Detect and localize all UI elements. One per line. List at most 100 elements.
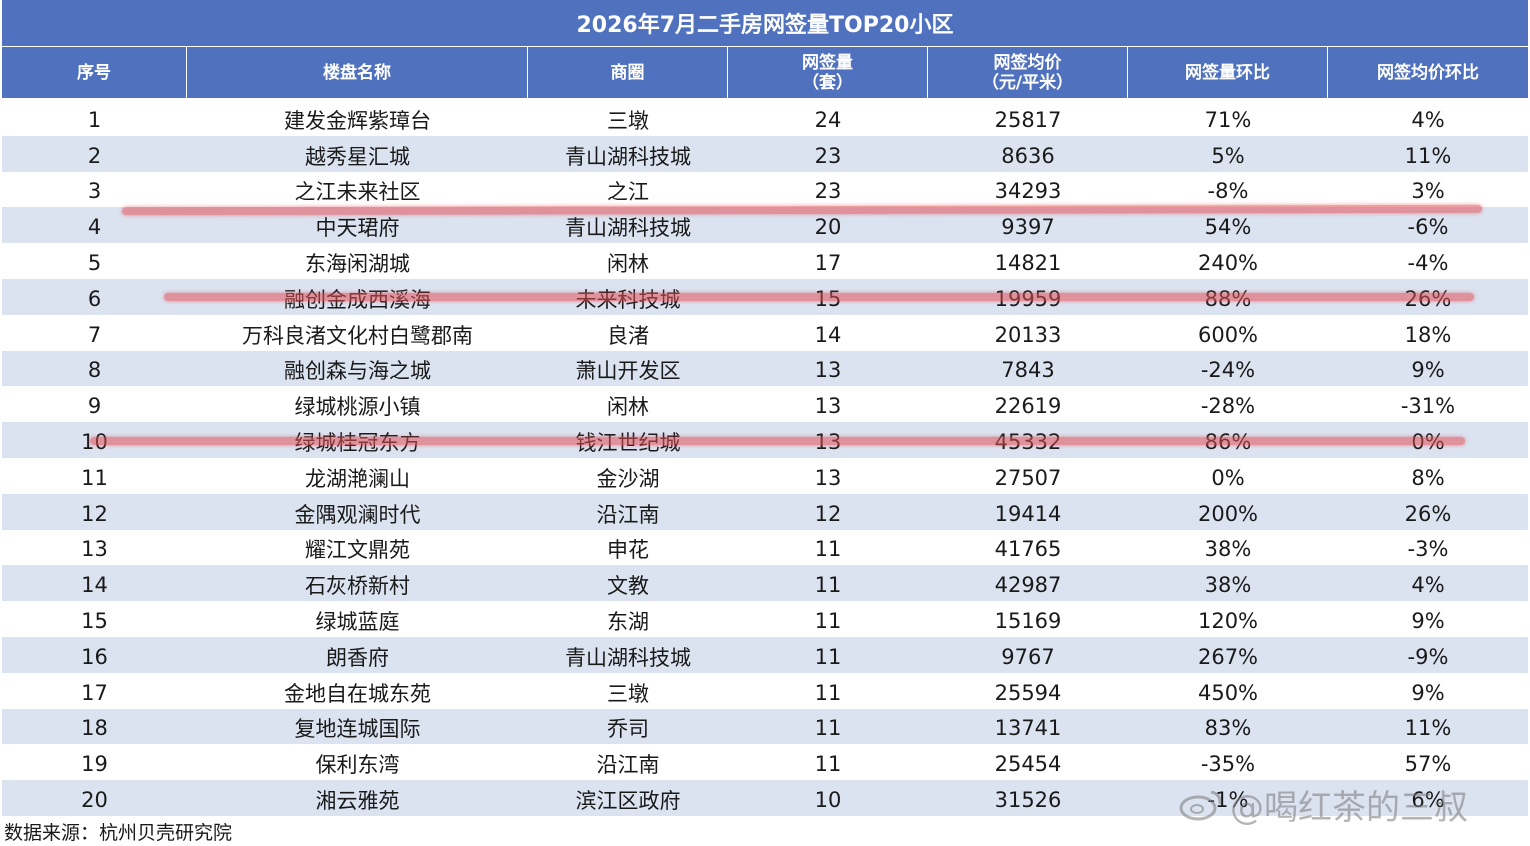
cell-name: 湘云雅苑 bbox=[315, 789, 400, 814]
table-row: 3 之江未来社区 之江 23 34293 -8% 3% bbox=[2, 172, 1528, 208]
cell-volume: 23 bbox=[814, 143, 842, 168]
cell-volume-mom: 267% bbox=[1197, 644, 1259, 669]
cell-district: 金沙湖 bbox=[596, 466, 660, 491]
cell-volume-mom: 240% bbox=[1197, 251, 1259, 276]
cell-volume-mom: 120% bbox=[1197, 609, 1259, 634]
cell-name: 朗香府 bbox=[326, 645, 389, 670]
cell-index: 11 bbox=[81, 465, 108, 490]
table-row: 19 保利东湾 沿江南 11 25454 -35% 57% bbox=[2, 744, 1528, 780]
cell-volume: 20 bbox=[814, 215, 842, 240]
header-price-mom-line: 网签均价环比 bbox=[1377, 62, 1479, 83]
cell-volume-mom: -8% bbox=[1207, 179, 1249, 204]
cell-index: 8 bbox=[87, 358, 102, 383]
header-district-line: 商圈 bbox=[610, 62, 645, 83]
cell-avg-price: 7843 bbox=[1001, 358, 1055, 383]
table-row: 8 融创森与海之城 萧山开发区 13 7843 -24% 9% bbox=[2, 350, 1528, 387]
cell-district: 青山湖科技城 bbox=[565, 144, 691, 169]
table-row: 20 湘云雅苑 滨江区政府 10 31526 -1% 6% bbox=[2, 780, 1528, 816]
cell-volume: 11 bbox=[814, 573, 842, 598]
cell-index: 14 bbox=[81, 573, 108, 598]
cell-name: 龙湖滟澜山 bbox=[305, 466, 410, 491]
cell-name: 金隅观澜时代 bbox=[294, 502, 421, 527]
table-title: 2026年7月二手房网签量TOP20小区 bbox=[2, 0, 1528, 46]
cell-price-mom: 9% bbox=[1411, 358, 1445, 383]
header-volume-mom-line: 网签量环比 bbox=[1185, 62, 1270, 83]
cell-price-mom: 4% bbox=[1411, 573, 1445, 598]
cell-index: 4 bbox=[87, 215, 102, 240]
cell-volume-mom: 0% bbox=[1211, 465, 1245, 490]
cell-volume: 11 bbox=[814, 752, 842, 777]
cell-price-mom: 11% bbox=[1404, 143, 1452, 168]
cell-volume: 13 bbox=[814, 358, 842, 383]
cell-avg-price: 25817 bbox=[994, 107, 1062, 132]
cell-name: 耀江文鼎苑 bbox=[305, 538, 410, 563]
cell-volume: 11 bbox=[814, 609, 842, 634]
cell-avg-price: 14821 bbox=[994, 251, 1062, 276]
header-name: 楼盘名称 bbox=[187, 47, 528, 98]
cell-price-mom: 57% bbox=[1404, 752, 1452, 777]
cell-district: 东湖 bbox=[607, 610, 649, 635]
cell-district: 闲林 bbox=[607, 395, 649, 420]
cell-avg-price: 31526 bbox=[994, 788, 1062, 813]
table-row: 17 金地自在城东苑 三墩 11 25594 450% 9% bbox=[2, 673, 1528, 709]
cell-district: 良渚 bbox=[607, 323, 649, 348]
cell-index: 16 bbox=[81, 644, 108, 669]
cell-price-mom: -6% bbox=[1407, 215, 1449, 240]
cell-district: 沿江南 bbox=[596, 753, 660, 778]
cell-index: 7 bbox=[87, 322, 102, 347]
cell-district: 滨江区政府 bbox=[575, 789, 681, 814]
table-row: 18 复地连城国际 乔司 11 13741 83% 11% bbox=[2, 708, 1528, 745]
header-index-line: 序号 bbox=[77, 62, 111, 83]
cell-volume: 13 bbox=[814, 394, 842, 419]
cell-avg-price: 27507 bbox=[994, 465, 1062, 490]
cell-volume-mom: 200% bbox=[1197, 501, 1259, 526]
cell-price-mom: 4% bbox=[1411, 107, 1445, 132]
cell-price-mom: 8% bbox=[1411, 465, 1445, 490]
table-row: 2 越秀星汇城 青山湖科技城 23 8636 5% 11% bbox=[2, 135, 1528, 172]
cell-avg-price: 13741 bbox=[994, 716, 1062, 741]
cell-volume-mom: -35% bbox=[1200, 752, 1256, 777]
cell-district: 三墩 bbox=[607, 108, 649, 133]
cell-index: 12 bbox=[81, 501, 108, 526]
cell-volume-mom: 600% bbox=[1197, 322, 1259, 347]
cell-index: 13 bbox=[81, 537, 108, 562]
table-header: 序号 楼盘名称 商圈 网签量 （套） 网签均价 （元/平米） 网签量环比 网签均价环比 bbox=[2, 47, 1528, 98]
cell-name: 万科良渚文化村白鹭郡南 bbox=[242, 323, 473, 348]
table-row: 7 万科良渚文化村白鹭郡南 良渚 14 20133 600% 18% bbox=[2, 315, 1528, 351]
cell-price-mom: 9% bbox=[1411, 680, 1445, 705]
cell-volume: 13 bbox=[814, 465, 842, 490]
cell-price-mom: -3% bbox=[1407, 537, 1449, 562]
cell-name: 中天珺府 bbox=[315, 216, 400, 241]
table-row: 14 石灰桥新村 文教 11 42987 38% 4% bbox=[2, 565, 1528, 602]
cell-name: 建发金辉紫璋台 bbox=[284, 108, 431, 133]
table-row: 16 朗香府 青山湖科技城 11 9767 267% -9% bbox=[2, 636, 1528, 673]
cell-volume: 11 bbox=[814, 716, 842, 741]
cell-price-mom: 3% bbox=[1411, 179, 1445, 204]
watermark: @喝红茶的三叔 bbox=[1178, 780, 1468, 829]
cell-index: 6 bbox=[87, 286, 102, 311]
table-row: 15 绿城蓝庭 东湖 11 15169 120% 9% bbox=[2, 601, 1528, 637]
header-name-line: 楼盘名称 bbox=[323, 62, 391, 83]
cell-avg-price: 15169 bbox=[994, 609, 1062, 634]
table-row: 12 金隅观澜时代 沿江南 12 19414 200% 26% bbox=[2, 493, 1528, 530]
watermark-text: @喝红茶的三叔 bbox=[1230, 788, 1468, 828]
header-avg-price-line: 网签均价 bbox=[993, 52, 1062, 73]
cell-price-mom: 11% bbox=[1404, 716, 1452, 741]
cell-index: 19 bbox=[81, 752, 108, 777]
cell-avg-price: 20133 bbox=[994, 322, 1062, 347]
weibo-logo-icon bbox=[1179, 790, 1222, 820]
cell-volume-mom: 54% bbox=[1204, 215, 1252, 240]
cell-avg-price: 42987 bbox=[994, 573, 1062, 598]
cell-name: 之江未来社区 bbox=[294, 180, 421, 205]
cell-district: 沿江南 bbox=[596, 502, 660, 527]
cell-volume: 24 bbox=[814, 107, 842, 132]
header-volume: 网签量 （套） bbox=[728, 47, 928, 98]
cell-volume: 23 bbox=[814, 179, 842, 204]
table-row: 11 龙湖滟澜山 金沙湖 13 27507 0% 8% bbox=[2, 458, 1528, 494]
cell-volume-mom: 83% bbox=[1204, 716, 1252, 741]
cell-volume: 11 bbox=[814, 644, 842, 669]
cell-index: 9 bbox=[87, 394, 102, 419]
cell-volume: 14 bbox=[814, 322, 842, 347]
strike-mark-row-10 bbox=[90, 437, 1465, 445]
cell-price-mom: -4% bbox=[1407, 251, 1449, 276]
